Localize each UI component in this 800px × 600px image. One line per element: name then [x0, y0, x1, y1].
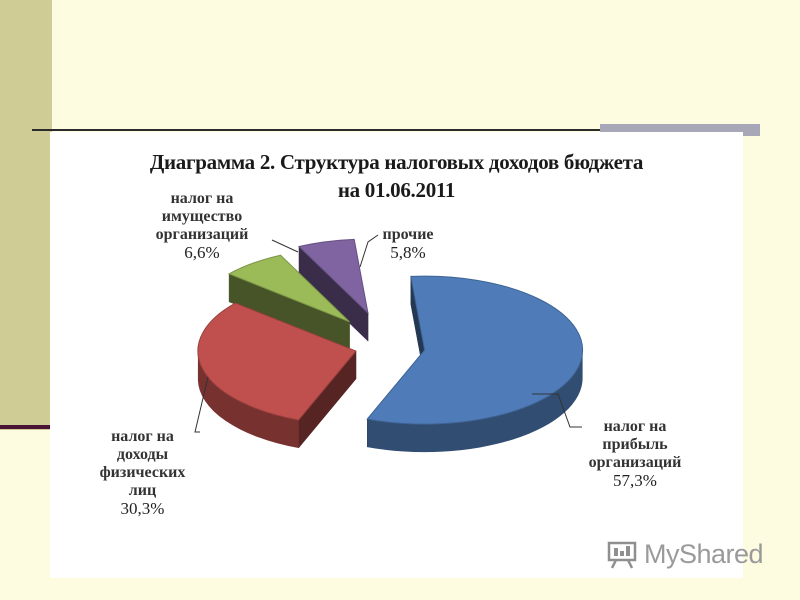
- slice-value-other: 5,8%: [390, 243, 426, 262]
- slice-label-profit-tax: налог на прибыль организаций 57,3%: [565, 418, 705, 490]
- slice-value-profit-tax: 57,3%: [613, 471, 657, 490]
- leader-line-other: [359, 234, 379, 268]
- pie-wall-personal-income-tax-0: [197, 351, 299, 448]
- watermark-text: MyShared: [644, 538, 764, 569]
- slice-value-property-tax: 6,6%: [184, 243, 220, 262]
- pie-slice-other: [297, 238, 369, 315]
- pie-chart: [194, 234, 584, 453]
- slide-sidebar-band: [0, 0, 52, 430]
- chart-title-line-2: на 01.06.2011: [337, 178, 456, 202]
- chart-title-line-1: Диаграмма 2. Структура налоговых доходов…: [149, 150, 644, 174]
- pie-slice-profit-tax: [366, 275, 584, 425]
- slide-bottom-rule: [0, 425, 52, 429]
- slice-label-personal-income-tax: налог на доходы физических лиц 30,3%: [80, 428, 205, 518]
- chart-figure: Диаграмма 2. Структура налоговых доходов…: [50, 132, 743, 578]
- slice-value-personal-income-tax: 30,3%: [120, 499, 165, 518]
- pie-slice-property-tax: [227, 254, 350, 323]
- pie-wall-profit-tax-0: [367, 350, 583, 453]
- myshared-watermark: MyShared: [606, 536, 764, 572]
- presentation-board-icon: [607, 541, 637, 569]
- leader-line-profit-tax: [532, 393, 582, 428]
- slide-top-rule: [32, 129, 632, 131]
- slice-label-other: прочие 5,8%: [368, 226, 448, 262]
- leader-line-property-tax: [271, 239, 299, 253]
- leader-line-personal-income-tax: [194, 376, 209, 433]
- slice-label-property-tax: налог на имущество организаций 6,6%: [132, 190, 272, 262]
- pie-slice-personal-income-tax: [197, 302, 357, 421]
